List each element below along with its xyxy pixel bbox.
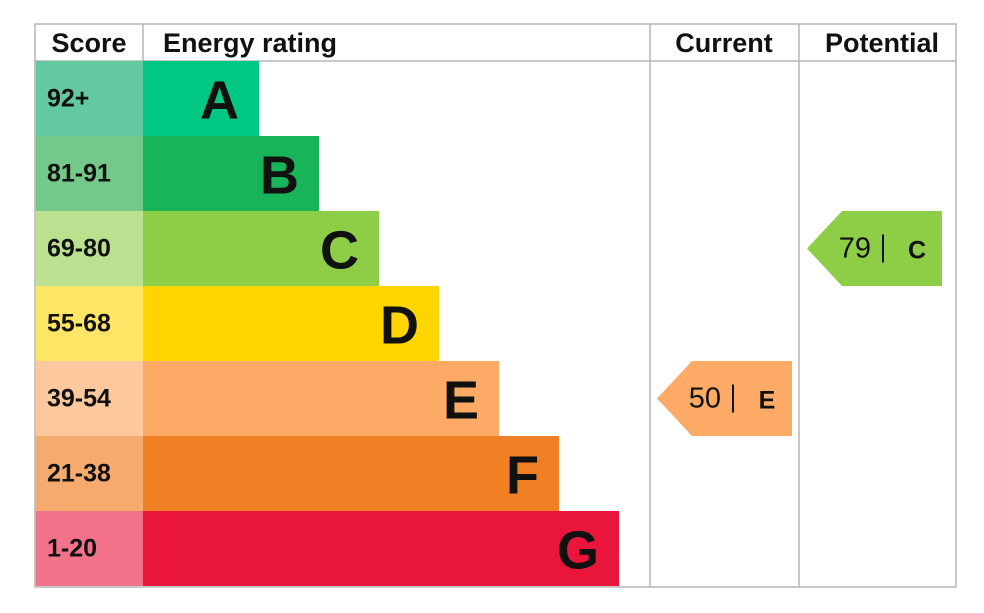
current-band: E xyxy=(759,387,776,415)
potential-arrow xyxy=(807,211,942,286)
header-rating: Energy rating xyxy=(163,28,337,58)
score-range: 21-38 xyxy=(47,460,111,488)
score-cell xyxy=(35,511,143,586)
band-letter: A xyxy=(200,71,239,131)
score-range: 39-54 xyxy=(47,385,111,413)
current-arrow xyxy=(657,361,792,436)
frame xyxy=(34,23,957,588)
band-bar xyxy=(143,436,559,511)
band-bar xyxy=(143,211,379,286)
score-range: 1-20 xyxy=(47,535,97,563)
band-bar xyxy=(143,61,259,136)
header-score: Score xyxy=(51,28,126,58)
band-letter: B xyxy=(260,146,299,206)
score-range: 55-68 xyxy=(47,310,111,338)
score-cell xyxy=(35,211,143,286)
score-cell xyxy=(35,136,143,211)
potential-band: C xyxy=(908,237,926,265)
band-bar xyxy=(143,361,499,436)
score-range: 92+ xyxy=(47,85,89,113)
score-range: 69-80 xyxy=(47,235,111,263)
outer-border xyxy=(34,23,957,588)
score-cell xyxy=(35,61,143,136)
header-current: Current xyxy=(675,28,773,58)
band-bar xyxy=(143,511,619,586)
band-letter: C xyxy=(320,221,359,281)
header-potential: Potential xyxy=(825,28,939,58)
score-range: 81-91 xyxy=(47,160,111,188)
band-letter: E xyxy=(443,371,479,431)
band-bar xyxy=(143,286,439,361)
score-cell xyxy=(35,361,143,436)
current-score: 50 xyxy=(689,383,721,415)
band-letter: F xyxy=(506,446,539,506)
score-cell xyxy=(35,436,143,511)
band-letter: G xyxy=(557,521,599,581)
potential-score: 79 xyxy=(839,233,871,265)
score-cell xyxy=(35,286,143,361)
band-bar xyxy=(143,136,319,211)
band-letter: D xyxy=(380,296,419,356)
